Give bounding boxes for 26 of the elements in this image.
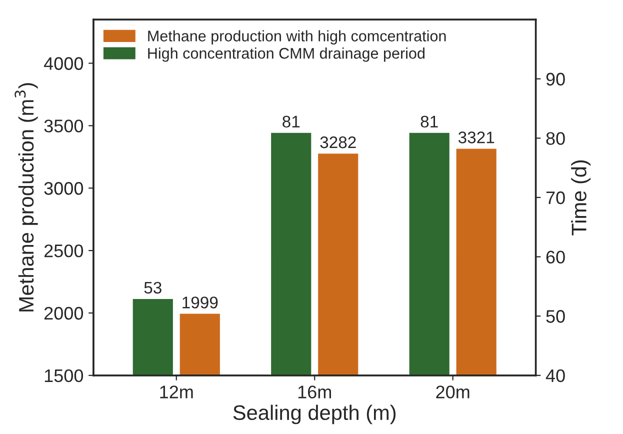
y-tick-label: 1500	[44, 369, 84, 382]
data-label: 1999	[182, 296, 218, 308]
legend-label: Methane production with high comcentration	[148, 30, 446, 44]
y2-tick-label: 60	[546, 250, 565, 264]
x-tick-label: 12m	[160, 386, 193, 398]
y-tick-label: 2500	[44, 244, 84, 258]
x-axis-title: Sealing depth (m)	[233, 404, 396, 424]
y-axis-title: Methane production (m$^{3}$)	[14, 83, 38, 312]
data-label: 53	[144, 282, 162, 294]
y-tick-label: 4000	[44, 57, 84, 70]
y2-tick-label: 50	[546, 310, 565, 323]
x-tick-label: 20m	[436, 386, 470, 398]
data-label: 3282	[320, 136, 356, 148]
y2-tick-label: 90	[546, 72, 565, 86]
y2-tick-label: 80	[546, 132, 565, 145]
y2-tick-label: 70	[546, 191, 565, 204]
y-tick-label: 2000	[44, 306, 84, 320]
x-tick-label: 16m	[298, 386, 331, 398]
data-label: 81	[282, 116, 300, 128]
y2-tick-label: 40	[546, 369, 565, 382]
y-tick-label: 3000	[44, 182, 84, 195]
legend-label: High concentration CMM drainage period	[148, 48, 424, 62]
data-label: 81	[420, 116, 438, 128]
y-tick-label: 3500	[44, 120, 84, 132]
y2-axis-title: Time (d)	[571, 160, 591, 236]
data-label: 3321	[458, 132, 494, 144]
